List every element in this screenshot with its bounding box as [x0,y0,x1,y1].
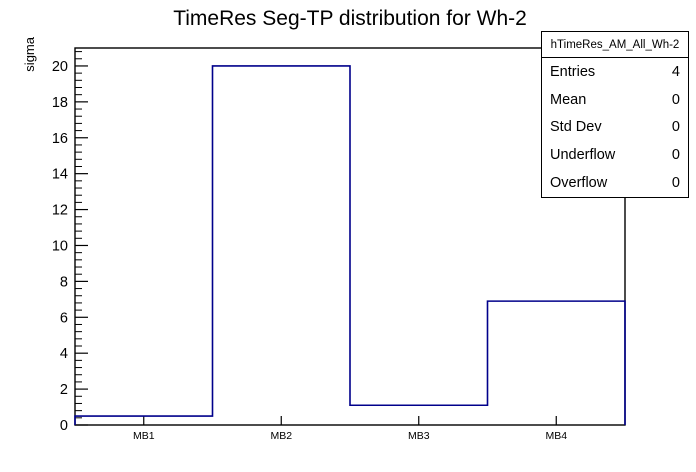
y-axis-ticks: 0 2 4 6 8 10 12 14 16 18 20 [52,51,88,434]
stat-label: Mean [550,91,587,108]
svg-text:16: 16 [52,131,68,147]
svg-text:MB1: MB1 [133,430,155,442]
stat-value: 0 [671,91,680,108]
stat-value: 0 [671,147,680,164]
svg-text:20: 20 [52,59,68,75]
svg-text:18: 18 [52,95,68,111]
stat-row-mean: Mean 0 [542,86,688,114]
x-axis-ticks: MB1 MB2 MB3 MB4 [133,416,567,442]
svg-text:12: 12 [52,203,68,219]
stats-box-title: hTimeRes_AM_All_Wh-2 [542,32,688,58]
svg-text:14: 14 [52,167,68,183]
stat-row-entries: Entries 4 [542,58,688,86]
svg-text:6: 6 [60,310,68,326]
stat-label: Entries [550,63,596,80]
svg-text:4: 4 [60,346,68,362]
stats-box: hTimeRes_AM_All_Wh-2 Entries 4 Mean 0 St… [541,31,689,198]
svg-text:8: 8 [60,274,68,290]
histogram-step-line [74,65,626,425]
svg-text:MB2: MB2 [270,430,292,442]
plot-frame [74,47,626,426]
stat-value: 0 [671,119,680,136]
chart-title: TimeRes Seg-TP distribution for Wh-2 [173,7,527,30]
svg-text:10: 10 [52,238,68,254]
svg-text:2: 2 [60,382,68,398]
svg-text:MB3: MB3 [408,430,430,442]
svg-text:MB4: MB4 [545,430,567,442]
svg-text:0: 0 [60,418,68,434]
stat-row-underflow: Underflow 0 [542,141,688,169]
stat-label: Std Dev [550,119,602,136]
stat-value: 4 [671,63,680,80]
stat-row-stddev: Std Dev 0 [542,114,688,142]
stat-label: Overflow [550,175,608,192]
stat-value: 0 [671,175,680,192]
stat-label: Underflow [550,147,616,164]
stat-row-overflow: Overflow 0 [542,169,688,197]
